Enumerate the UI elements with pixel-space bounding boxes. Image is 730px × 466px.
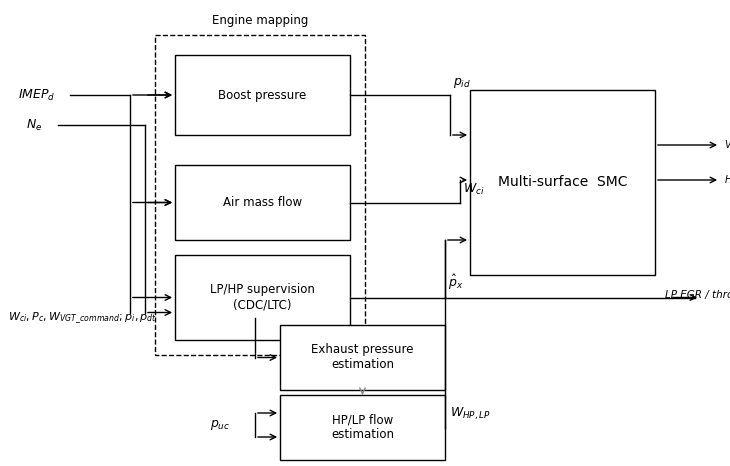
Bar — [280, 325, 445, 390]
Text: $W_{ci}$: $W_{ci}$ — [463, 182, 485, 198]
Bar — [175, 165, 350, 240]
Text: VGT vane pos.: VGT vane pos. — [725, 140, 730, 150]
Text: $W_{HP,LP}$: $W_{HP,LP}$ — [450, 406, 491, 423]
Text: Multi-surface  SMC: Multi-surface SMC — [498, 176, 627, 190]
Text: Boost pressure: Boost pressure — [218, 89, 307, 102]
Text: Air mass flow: Air mass flow — [223, 196, 302, 209]
Text: LP EGR / throttle pos.: LP EGR / throttle pos. — [665, 289, 730, 300]
Text: HP/LP flow
estimation: HP/LP flow estimation — [331, 413, 394, 441]
Bar — [175, 255, 350, 340]
Text: LP/HP supervision
(CDC/LTC): LP/HP supervision (CDC/LTC) — [210, 283, 315, 311]
Bar — [280, 395, 445, 460]
Text: Engine mapping: Engine mapping — [212, 14, 308, 27]
Text: Exhaust pressure
estimation: Exhaust pressure estimation — [311, 343, 414, 371]
Text: $N_e$: $N_e$ — [26, 117, 42, 132]
Text: $\hat{p}_x$: $\hat{p}_x$ — [448, 274, 464, 293]
Bar — [175, 55, 350, 135]
Text: $p_{id}$: $p_{id}$ — [453, 76, 471, 90]
Text: $W_{ci}, P_c, W_{VGT\_command}; p_i, p_{dt}$: $W_{ci}, P_c, W_{VGT\_command}; p_i, p_{… — [8, 310, 157, 326]
Bar — [470, 90, 655, 275]
Text: HP – EGR valve pos.: HP – EGR valve pos. — [725, 175, 730, 185]
Text: $IMEP_d$: $IMEP_d$ — [18, 88, 55, 103]
Bar — [155, 35, 365, 355]
Text: $p_{uc}$: $p_{uc}$ — [210, 418, 230, 432]
